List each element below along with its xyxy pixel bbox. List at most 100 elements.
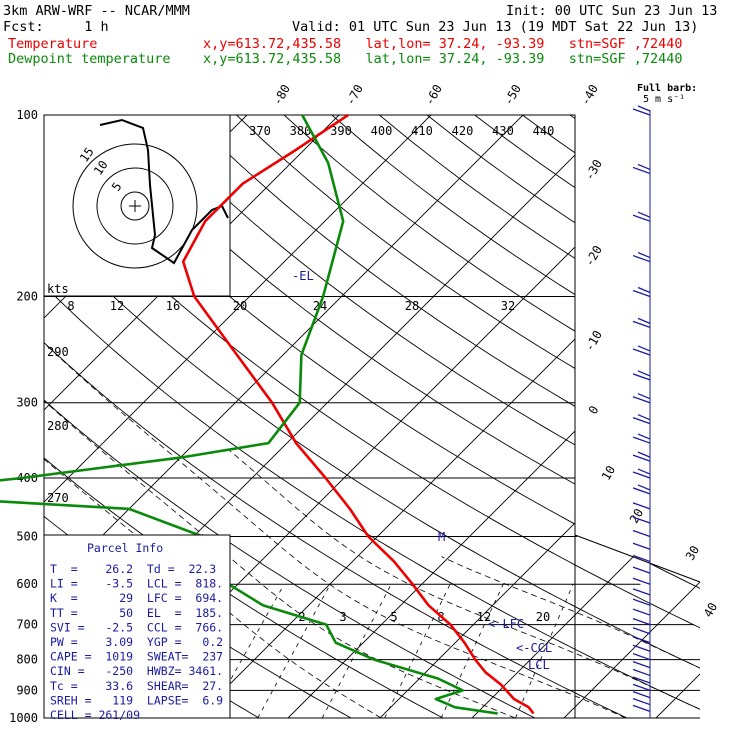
isotherm-label: 30	[683, 543, 702, 563]
isotherm-label: -70	[343, 82, 366, 108]
mixing-ratio-line	[440, 584, 504, 718]
wind-barb	[632, 417, 651, 425]
pressure-tick-label: 1000	[9, 711, 38, 725]
dry-adiabat	[188, 115, 700, 718]
theta-label: 430	[492, 124, 514, 138]
parcel-info-row: Tc = 33.6 SHEAR= 27.	[50, 679, 223, 693]
parcel-info-row: PW = 3.09 YGP = 0.2	[50, 635, 223, 649]
isotherm	[195, 115, 700, 718]
wind-barb	[637, 468, 651, 475]
dry-adiabat	[331, 115, 700, 718]
wind-barb	[632, 588, 651, 596]
temperature-profile	[181, 113, 535, 715]
mixing-ratio-label: 12	[110, 299, 124, 313]
pressure-tick-label: 800	[16, 653, 38, 667]
wind-barb	[637, 163, 651, 171]
dewpoint-location-info: x,y=613.72,435.58 lat,lon= 37.24, -93.39…	[203, 51, 683, 67]
m-marker: M	[438, 530, 445, 544]
wind-barb	[632, 471, 651, 479]
wind-barb	[632, 617, 651, 626]
temperature-location-info: x,y=613.72,435.58 lat,lon= 37.24, -93.39…	[203, 36, 683, 52]
isotherm	[655, 115, 700, 718]
dry-adiabat	[44, 115, 700, 718]
hodograph-ring-label: 15	[77, 145, 97, 165]
dry-adiabat-label: 270	[47, 491, 69, 505]
wind-barb	[637, 370, 651, 377]
dry-adiabat	[140, 115, 700, 718]
moist-adiabat	[441, 556, 700, 718]
wind-barb	[632, 396, 651, 404]
isotherm-label: -40	[578, 82, 601, 108]
mixing-ratio-label: 20	[233, 299, 247, 313]
moist-adiabat	[229, 450, 700, 718]
hodograph-trace	[99, 118, 229, 265]
barb-key-title: Full barb:	[637, 83, 698, 94]
mixing-ratio-low-label: 12	[477, 610, 491, 624]
isotherm-label: 0	[586, 403, 602, 416]
wind-barb	[632, 554, 651, 563]
dry-adiabat	[44, 115, 700, 718]
mixing-ratio-label: 32	[501, 299, 515, 313]
wind-barb	[632, 254, 651, 263]
parcel-info-row: CELL = 261/09	[50, 708, 140, 722]
isotherm	[563, 115, 700, 718]
wind-barb	[632, 636, 651, 644]
isotherm	[44, 115, 340, 718]
mixing-ratio-low-label: 3	[339, 610, 346, 624]
lfc-marker: <-LFC	[488, 617, 524, 631]
temperature-legend-label: Temperature	[8, 36, 98, 52]
isotherm	[379, 115, 700, 718]
wind-barb	[637, 211, 651, 218]
hodograph-units: kts	[47, 282, 69, 296]
wind-barb	[632, 108, 651, 116]
wind-barb	[632, 542, 651, 550]
wind-barb	[632, 577, 651, 585]
pressure-tick-label: 600	[16, 577, 38, 591]
parcel-info-row: SVI = -2.5 CCL = 766.	[50, 620, 223, 634]
dry-adiabat	[44, 115, 536, 718]
dry-adiabat	[522, 115, 700, 718]
wind-barb	[632, 683, 651, 692]
mixing-ratio-line	[257, 584, 331, 718]
pressure-tick-label: 900	[16, 683, 38, 697]
wind-barb	[637, 286, 651, 294]
isotherm-label: -20	[582, 243, 605, 269]
parcel-info-row: CAPE = 1019 SWEAT= 237	[50, 650, 223, 664]
wind-barb	[637, 317, 651, 324]
theta-label: 380	[290, 124, 312, 138]
dry-adiabat	[426, 115, 700, 718]
mixing-ratio-line	[515, 584, 574, 718]
wind-barb	[632, 644, 651, 652]
isotherm-label: 20	[627, 506, 646, 526]
dry-adiabat	[93, 115, 700, 718]
wind-barb	[637, 451, 651, 458]
wind-barb	[632, 487, 651, 495]
wind-barb	[632, 436, 651, 444]
lcl-marker: LCL	[528, 658, 550, 672]
valid-time: Valid: 01 UTC Sun 23 Jun 13 (19 MDT Sat …	[292, 19, 699, 35]
mixing-ratio-line	[208, 584, 285, 718]
wind-barb	[632, 598, 651, 606]
pressure-tick-label: 700	[16, 618, 38, 632]
wind-barb	[632, 502, 651, 510]
hodograph-ring	[72, 143, 198, 269]
pressure-tick-label: 300	[16, 396, 38, 410]
theta-label: 390	[330, 124, 352, 138]
mixing-ratio-low-label: 20	[536, 610, 550, 624]
pressure-tick-label: 200	[16, 290, 38, 304]
wind-barb	[632, 661, 651, 669]
moist-adiabat	[44, 268, 516, 718]
frame-slant	[574, 534, 701, 583]
wind-barb	[632, 652, 651, 661]
wind-barbs	[632, 105, 651, 718]
theta-label: 440	[533, 124, 555, 138]
dewpoint-legend-label: Dewpoint temperature	[8, 51, 171, 67]
parcel-info-row: LI = -3.5 LCL = 818.	[50, 577, 223, 591]
parcel-info-frame	[43, 534, 231, 719]
parcel-info-row: T = 26.2 Td = 22.3	[50, 562, 216, 576]
wind-barb	[632, 166, 651, 175]
mixing-ratio-label: 8	[67, 299, 74, 313]
wind-barb	[632, 704, 651, 712]
theta-label: 420	[452, 124, 474, 138]
